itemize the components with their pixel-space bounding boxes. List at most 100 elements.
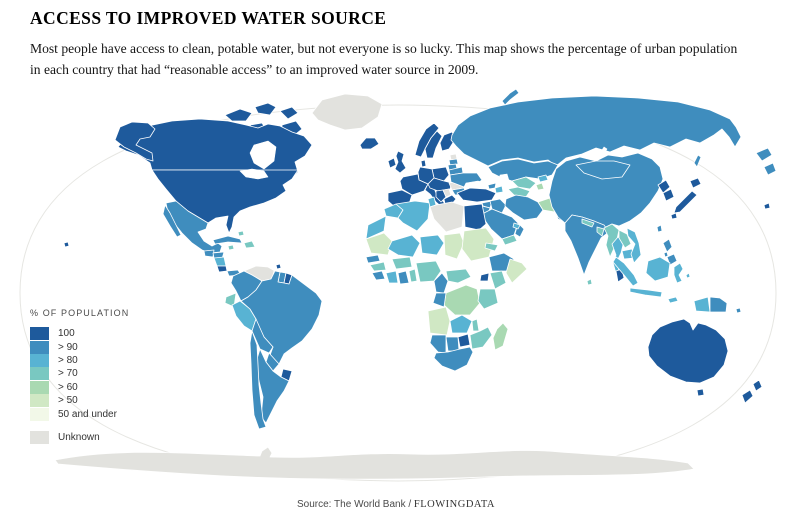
country-chad [443,232,465,260]
country-nepal [581,218,595,228]
legend-label: 100 [58,328,75,340]
country-guinea [369,261,387,272]
source-brand: FLOWINGDATA [413,499,495,510]
country-zambia [449,314,473,334]
country-myanmar [603,223,620,258]
country-ghana [397,270,410,285]
country-mozambique [469,326,493,350]
country-guatemala [203,249,215,258]
legend-swatch-70 [30,367,49,381]
legend-label: > 60 [58,381,78,393]
country-tajikistan [535,182,545,191]
great-lakes [239,168,269,180]
country-north-korea [657,179,671,194]
country-balkans [435,189,447,203]
country-vietnam [626,227,642,264]
country-japan [670,177,702,220]
country-algeria [395,200,431,232]
country-antarctica [54,446,695,480]
legend-label: > 70 [58,368,78,380]
country-new-zealand [741,379,763,404]
legend-item-60: > 60 [30,380,129,394]
country-hawaii [63,241,70,248]
country-indonesia [612,256,711,313]
country-senegal [365,254,381,264]
legend-item-70: > 70 [30,367,129,381]
country-nicaragua [213,256,227,267]
world-map [19,88,777,482]
country-denmark [420,159,427,168]
legend-item-100: 100 [30,327,129,341]
legend-label: > 50 [58,395,78,407]
country-yemen [501,234,518,246]
country-chile [249,330,267,430]
country-kenya [489,270,507,290]
legend-swatch-80 [30,353,49,367]
country-novaya-zemlya [501,88,520,106]
country-angola [427,306,451,336]
page-subtitle: Most people have access to clean, potabl… [30,41,738,78]
country-uzbekistan [511,176,537,190]
legend-label: > 80 [58,354,78,366]
country-western-sahara [365,215,387,240]
country-liberia [371,270,386,281]
country-south-korea [662,188,675,202]
country-bahamas [237,230,245,237]
hudson-bay [249,140,277,170]
country-greenland [311,93,383,131]
source-credit: Source: The World Bank / FLOWINGDATA [0,499,792,510]
country-kyrgyzstan [537,174,549,183]
legend-swatch-100 [30,327,49,341]
legend-label: 50 and under [58,408,117,420]
legend-item-50: > 50 [30,394,129,408]
country-azerbaijan [494,185,504,194]
country-turkmenistan [507,186,531,198]
country-jamaica [227,244,235,251]
country-papua-new-guinea [709,296,728,313]
legend-item-90: > 90 [30,340,129,354]
legend-swatch-50-under [30,407,49,421]
country-somalia [505,258,528,284]
country-bangladesh [596,226,605,237]
country-sri-lanka [586,278,593,286]
country-sakhalin [693,154,702,168]
legend: % OF POPULATION 100 > 90 > 80 > 70 > 60 … [30,308,129,444]
country-russia [450,95,742,167]
country-libya [429,201,465,233]
map-container [0,85,792,497]
country-taiwan [656,224,663,233]
legend-swatch-60 [30,380,49,394]
country-iran [504,194,544,221]
page-title: ACCESS TO IMPROVED WATER SOURCE [30,8,387,28]
country-botswana [445,336,460,352]
country-sweden [424,130,443,159]
country-trinidad [275,263,282,270]
country-togo-benin [408,268,418,283]
country-egypt [463,203,487,231]
country-fiji [763,202,771,210]
lake-baikal [599,146,608,158]
country-south-africa [433,346,474,372]
country-norway [414,122,440,158]
country-uk [394,150,407,174]
country-cameroon [433,272,449,294]
country-tasmania [696,388,705,397]
legend-item-50-under: 50 and under [30,407,129,421]
country-malawi [471,318,480,332]
country-ivory-coast [385,270,399,284]
country-canada-arctic [224,102,303,138]
country-solomon-islands [735,307,742,314]
country-burkina-faso [391,256,413,270]
country-ireland [387,157,397,169]
legend-swatch-90 [30,340,49,354]
country-mali [387,234,421,258]
legend-label: Unknown [58,431,100,443]
country-congo-gabon [432,292,447,308]
country-costa-rica [216,265,228,273]
country-tanzania [477,288,499,310]
country-laos [618,229,632,249]
country-turkey [456,187,497,203]
legend-swatch-unknown [30,430,49,444]
country-cuba [212,235,243,245]
